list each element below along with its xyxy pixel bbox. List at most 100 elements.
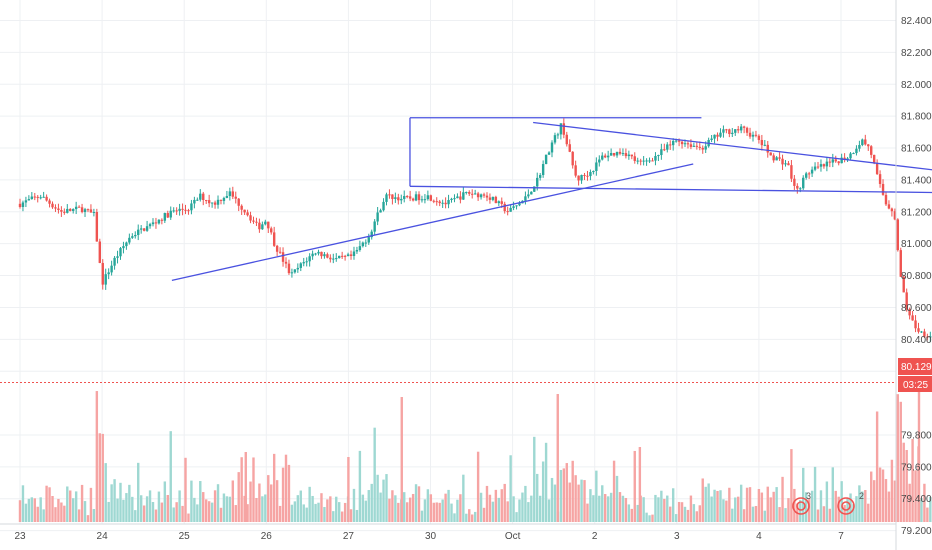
volume-bar xyxy=(210,502,214,522)
volume-bar xyxy=(438,502,441,522)
volume-bar xyxy=(621,495,625,522)
candle-body xyxy=(804,173,808,178)
volume-bar xyxy=(663,498,666,522)
candle-body xyxy=(657,155,660,157)
candle-body xyxy=(388,194,391,196)
volume-bar xyxy=(249,481,252,522)
volume-bar xyxy=(689,495,693,522)
candle-body xyxy=(86,209,90,211)
candle-body xyxy=(920,331,923,333)
candle-body xyxy=(716,134,719,137)
volume-bar xyxy=(72,498,75,522)
volume-bar xyxy=(816,509,820,522)
volume-bar xyxy=(538,495,542,522)
volume-bar xyxy=(855,496,858,522)
volume-bar xyxy=(698,505,701,522)
price-axis[interactable]: 82.400 82.200 82.000 81.800 81.600 81.400 81.2… xyxy=(895,0,932,550)
candle-body xyxy=(819,164,823,167)
candle-body xyxy=(184,209,187,211)
candle-body xyxy=(760,139,764,146)
volume-bar xyxy=(244,452,247,522)
volume-bar xyxy=(382,479,385,522)
price-tick-label: 82.000 xyxy=(901,80,932,91)
volume-bar xyxy=(432,502,435,522)
candle-body xyxy=(101,262,104,285)
volume-bar xyxy=(403,492,406,522)
candle-body xyxy=(234,196,237,199)
volume-bar xyxy=(190,480,193,522)
volume-bar xyxy=(482,507,486,522)
volume-bar xyxy=(840,481,843,522)
volume-bar xyxy=(604,493,607,522)
candle-body xyxy=(95,211,99,242)
candle-body xyxy=(39,197,42,199)
volume-bar xyxy=(462,474,465,522)
volume-bar xyxy=(497,497,501,522)
volume-bar xyxy=(329,496,332,522)
candle-body xyxy=(802,177,805,189)
candle-body xyxy=(261,224,264,230)
volume-bar xyxy=(648,515,651,522)
volume-bar xyxy=(367,490,370,522)
candle-body xyxy=(33,196,36,198)
candle-body xyxy=(213,202,217,205)
volume-bar xyxy=(42,509,45,522)
volume-bar xyxy=(713,489,716,522)
volume-bar xyxy=(527,502,530,522)
volume-bar xyxy=(284,454,288,522)
volume-bar xyxy=(456,499,459,522)
volume-bar xyxy=(379,492,382,522)
candle-body xyxy=(506,211,509,213)
candle-body xyxy=(104,274,107,285)
events-icon-b[interactable]: 2 xyxy=(837,491,864,515)
trend-drawings[interactable] xyxy=(171,117,932,407)
volume-bar xyxy=(577,484,580,522)
trend-line xyxy=(409,185,932,194)
volume-bar xyxy=(255,497,258,522)
volume-bar xyxy=(719,490,722,522)
volume-bar xyxy=(122,499,125,522)
candle-body xyxy=(908,309,911,316)
candle-body xyxy=(728,129,731,135)
volume-bar xyxy=(207,501,211,522)
candle-body xyxy=(125,242,128,247)
volume-bar xyxy=(420,510,424,522)
volume-bar xyxy=(48,487,51,522)
volume-bar xyxy=(745,487,749,522)
candle-body xyxy=(222,197,226,201)
volume-bar xyxy=(810,490,814,522)
candle-body xyxy=(872,154,876,164)
volume-bar xyxy=(887,491,891,522)
candle-body xyxy=(636,160,639,162)
candle-body xyxy=(751,134,755,137)
volume-bar xyxy=(739,484,743,522)
volume-bar xyxy=(465,513,468,522)
candle-body xyxy=(145,226,149,231)
volume-bar xyxy=(536,473,539,522)
price-tick-label: 81.200 xyxy=(901,207,932,218)
candle-body xyxy=(18,203,22,208)
time-axis[interactable]: 23 24 25 26 27 30 Oct 2 3 4 7 xyxy=(0,523,896,542)
candle-body xyxy=(207,200,211,204)
candle-body xyxy=(828,161,832,163)
time-tick-label: 7 xyxy=(838,531,844,542)
candle-body xyxy=(83,209,87,213)
volume-bar xyxy=(172,507,175,522)
candle-body xyxy=(589,172,592,177)
candle-body xyxy=(890,208,894,212)
volume-bar xyxy=(169,431,172,522)
volume-bar xyxy=(920,497,923,522)
candle-body xyxy=(382,201,385,211)
events-icon-a[interactable]: 3 xyxy=(792,491,811,515)
volume-bar xyxy=(772,491,775,522)
volume-bar xyxy=(80,484,84,522)
candle-body xyxy=(370,231,373,238)
candle-body xyxy=(923,331,926,337)
candle-body xyxy=(881,183,885,195)
candle-body xyxy=(604,155,607,158)
candle-body xyxy=(51,203,54,208)
candle-body xyxy=(550,142,554,153)
price-tick-label: 79.600 xyxy=(901,462,932,473)
candle-body xyxy=(243,209,246,213)
